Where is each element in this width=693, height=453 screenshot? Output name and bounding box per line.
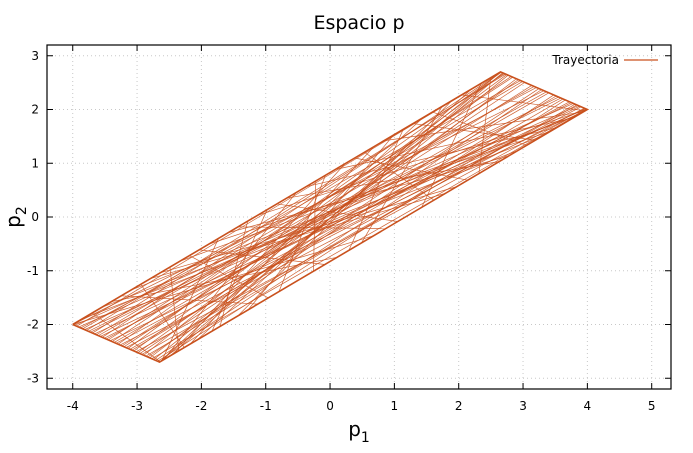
x-axis-title-base: p xyxy=(348,417,361,441)
x-tick-label: 1 xyxy=(391,399,399,413)
trajectory-curve xyxy=(72,70,590,364)
chart-title: Espacio p xyxy=(313,12,404,34)
y-tick-label: 3 xyxy=(31,49,39,63)
axis-ticks: -4 -3 -2 -1 0 1 2 3 4 5 -3 -2 -1 0 1 2 3 xyxy=(27,45,671,413)
trajectory-segment xyxy=(90,97,562,333)
y-tick-label: 0 xyxy=(31,210,39,224)
trajectory-segment xyxy=(432,111,527,146)
trajectory-segment xyxy=(88,96,559,332)
trajectory-segment xyxy=(131,95,557,351)
trajectory-segment xyxy=(478,77,492,174)
y-tick-label: -2 xyxy=(27,318,39,332)
trajectory-segment xyxy=(159,117,423,363)
y-axis-title-subscript: 2 xyxy=(14,206,30,215)
trajectory-segment xyxy=(130,113,581,291)
trajectory-segment xyxy=(278,175,326,292)
trajectory-segment xyxy=(145,103,576,357)
x-tick-label: 5 xyxy=(648,399,656,413)
trajectory-segment xyxy=(155,94,554,361)
legend-label: Trayectoria xyxy=(551,53,619,67)
x-tick-label: 3 xyxy=(519,399,527,413)
trajectory-segment xyxy=(115,101,570,344)
trajectory-segment xyxy=(121,295,258,305)
trajectory-segment xyxy=(117,71,502,345)
trajectory-segment xyxy=(92,73,505,334)
y-tick-label: -1 xyxy=(27,264,39,278)
trajectory-segment xyxy=(161,238,219,361)
trajectory-segment xyxy=(354,157,468,181)
y-axis-title: p2 xyxy=(1,206,30,228)
trajectory-segment xyxy=(247,134,394,311)
trajectory-segment xyxy=(151,109,588,360)
x-axis-title-subscript: 1 xyxy=(361,430,370,446)
trajectory-segment xyxy=(237,100,453,317)
y-tick-label: 2 xyxy=(31,103,39,117)
trajectory-segment xyxy=(143,71,501,356)
trajectory-segment xyxy=(276,203,398,222)
trajectory-segment xyxy=(163,192,297,360)
x-tick-label: -1 xyxy=(260,399,272,413)
trajectory-segment xyxy=(119,106,582,346)
trajectory-segment xyxy=(100,105,580,337)
trajectory-segment xyxy=(169,71,501,357)
trajectory-segment xyxy=(361,106,443,244)
trajectory-segment xyxy=(149,78,517,359)
trajectory-segment xyxy=(98,86,535,336)
trajectory-segment xyxy=(147,89,542,358)
trajectory-segment xyxy=(421,83,482,208)
trajectory-segment xyxy=(364,151,435,201)
y-tick-label: 1 xyxy=(31,156,39,170)
x-tick-label: -3 xyxy=(131,399,143,413)
trajectory-segment xyxy=(412,123,536,141)
trajectory-segment xyxy=(129,98,564,350)
trajectory-segment xyxy=(150,193,446,279)
x-axis-title: p1 xyxy=(348,417,370,446)
x-tick-label: -2 xyxy=(195,399,207,413)
trajectory-segment xyxy=(157,99,566,362)
trajectory-segment xyxy=(461,94,586,112)
x-tick-label: 0 xyxy=(326,399,334,413)
legend: Trayectoria xyxy=(551,53,658,67)
trajectory-segment xyxy=(139,88,540,354)
x-tick-label: -4 xyxy=(67,399,79,413)
trajectory-segment xyxy=(335,117,573,170)
trajectory-segment xyxy=(141,104,577,355)
trajectory-segment xyxy=(84,108,587,330)
trajectory-segment xyxy=(114,92,550,343)
trajectory-segment xyxy=(102,71,502,338)
y-axis-title-base: p xyxy=(1,215,25,228)
y-tick-label: -3 xyxy=(27,371,39,385)
trajectory-outline xyxy=(72,70,590,364)
x-tick-label: 4 xyxy=(584,399,592,413)
x-tick-label: 2 xyxy=(455,399,463,413)
trajectory-segment xyxy=(208,131,551,245)
